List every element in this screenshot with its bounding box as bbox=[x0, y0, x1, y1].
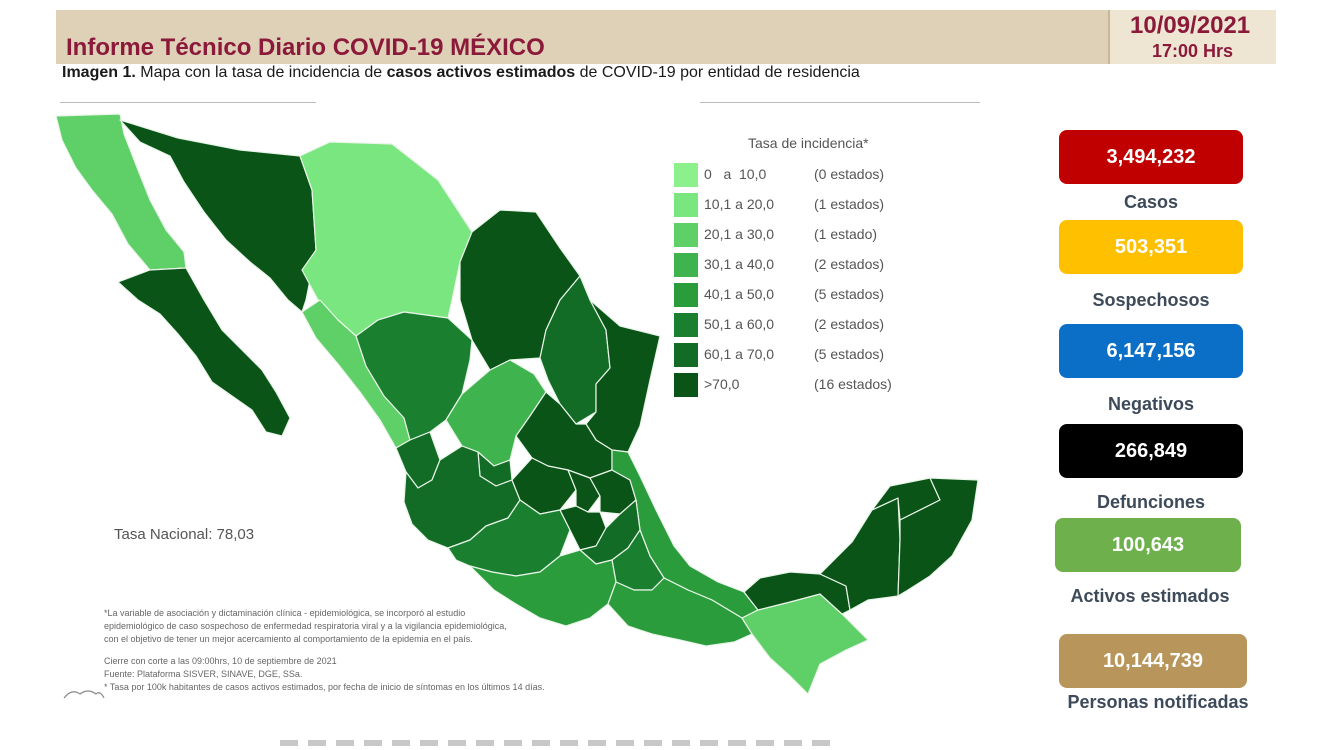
legend-count: (2 estados) bbox=[814, 256, 885, 272]
map-region-quintana-roo bbox=[897, 477, 979, 597]
legend-swatch bbox=[674, 373, 698, 397]
footer-cropped-text bbox=[280, 740, 840, 746]
legend-count: (16 estados) bbox=[814, 376, 892, 392]
legend-item: >70,0 (16 estados) bbox=[674, 373, 914, 397]
stat-notificadas-label: Personas notificadas bbox=[1067, 692, 1249, 712]
legend-item: 0 a 10,0 (0 estados) bbox=[674, 163, 914, 187]
legend-count: (1 estados) bbox=[814, 196, 885, 212]
legend-count: (0 estados) bbox=[814, 166, 885, 182]
caption-bold: casos activos estimados bbox=[386, 64, 576, 81]
legend-swatch bbox=[674, 253, 698, 277]
legend-swatch bbox=[674, 193, 698, 217]
caption-part2: de COVID-19 por entidad de residencia bbox=[575, 64, 860, 81]
stat-defunciones-value: 266,849 bbox=[1059, 424, 1243, 478]
stat-activos-label: Activos estimados bbox=[1070, 586, 1230, 606]
legend-count: (5 estados) bbox=[814, 346, 885, 362]
stat-casos-label: Casos bbox=[1123, 192, 1179, 212]
footnote-asterisk-2: epidemiológico de caso sospechoso de enf… bbox=[104, 621, 507, 631]
legend-range: 0 a 10,0 bbox=[704, 166, 767, 182]
stat-sospechosos-value: 503,351 bbox=[1059, 220, 1243, 274]
divider-right bbox=[700, 102, 980, 103]
mexico-map bbox=[55, 113, 979, 695]
legend-range: 20,1 a 30,0 bbox=[704, 226, 775, 242]
map-region-baja-california-sur bbox=[117, 267, 291, 437]
legend-item: 50,1 a 60,0 (2 estados) bbox=[674, 313, 914, 337]
legend-swatch bbox=[674, 283, 698, 307]
stat-casos-value: 3,494,232 bbox=[1059, 130, 1243, 184]
legend-range: 40,1 a 50,0 bbox=[704, 286, 775, 302]
secretaria-logo-icon bbox=[63, 690, 105, 699]
footnote-asterisk-1: *La variable de asociación y dictaminaci… bbox=[104, 608, 466, 618]
stat-notificadas-value: 10,144,739 bbox=[1059, 634, 1247, 688]
legend-range: 50,1 a 60,0 bbox=[704, 316, 775, 332]
image-caption: Imagen 1. Mapa con la tasa de incidencia… bbox=[62, 64, 860, 82]
report-date: 10/09/2021 bbox=[1130, 12, 1251, 39]
stat-negativos-value: 6,147,156 bbox=[1059, 324, 1243, 378]
footnote-fuente: Fuente: Plataforma SISVER, SINAVE, DGE, … bbox=[104, 669, 303, 679]
report-time: 17:00 Hrs bbox=[1152, 41, 1234, 61]
legend-range: >70,0 bbox=[704, 376, 740, 392]
legend-item: 20,1 a 30,0 (1 estado) bbox=[674, 223, 914, 247]
caption-prefix: Imagen 1. bbox=[62, 64, 136, 81]
legend-item: 30,1 a 40,0 (2 estados) bbox=[674, 253, 914, 277]
date-box bbox=[1108, 10, 1276, 64]
legend-range: 60,1 a 70,0 bbox=[704, 346, 775, 362]
legend-count: (1 estado) bbox=[814, 226, 878, 242]
footnote-cierre: Cierre con corte a las 09:00hrs, 10 de s… bbox=[104, 656, 337, 666]
legend-count: (5 estados) bbox=[814, 286, 885, 302]
legend-title: Tasa de incidencia* bbox=[748, 135, 869, 151]
legend-item: 40,1 a 50,0 (5 estados) bbox=[674, 283, 914, 307]
legend-item: 10,1 a 20,0 (1 estados) bbox=[674, 193, 914, 217]
stat-negativos-label: Negativos bbox=[1107, 394, 1195, 414]
legend-swatch bbox=[674, 223, 698, 247]
divider-left bbox=[60, 102, 316, 103]
legend-count: (2 estados) bbox=[814, 316, 885, 332]
page-title: Informe Técnico Diario COVID-19 MÉXICO bbox=[66, 34, 545, 61]
map-region-sonora bbox=[119, 119, 317, 313]
stat-defunciones-label: Defunciones bbox=[1096, 492, 1206, 512]
legend-item: 60,1 a 70,0 (5 estados) bbox=[674, 343, 914, 367]
stat-sospechosos-label: Sospechosos bbox=[1092, 290, 1210, 310]
header-band bbox=[56, 10, 1274, 64]
legend-swatch bbox=[674, 313, 698, 337]
tasa-nacional: Tasa Nacional: 78,03 bbox=[114, 526, 255, 543]
stat-activos-value: 100,643 bbox=[1055, 518, 1241, 572]
caption-part1: Mapa con la tasa de incidencia de bbox=[135, 64, 387, 81]
legend-swatch bbox=[674, 163, 698, 187]
footnote-asterisk-3: con el objetivo de tener un mejor acerca… bbox=[104, 634, 473, 644]
legend-range: 10,1 a 20,0 bbox=[704, 196, 775, 212]
legend-range: 30,1 a 40,0 bbox=[704, 256, 775, 272]
footnote-tasa: * Tasa por 100k habitantes de casos acti… bbox=[104, 682, 545, 692]
map-region-guerrero bbox=[469, 549, 617, 627]
legend-swatch bbox=[674, 343, 698, 367]
